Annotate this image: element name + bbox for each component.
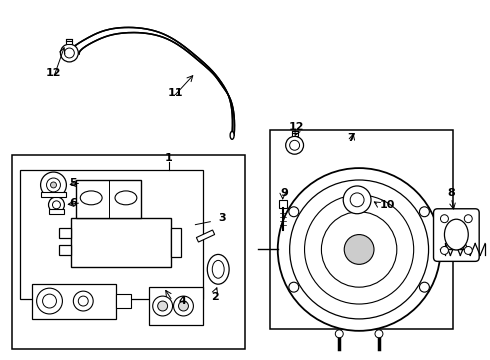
Circle shape <box>52 201 60 209</box>
Bar <box>76 180 141 218</box>
Circle shape <box>64 48 74 58</box>
Ellipse shape <box>444 219 468 250</box>
Circle shape <box>290 180 429 319</box>
Circle shape <box>343 186 371 214</box>
Bar <box>72 218 171 267</box>
Text: 12: 12 <box>289 122 304 132</box>
Circle shape <box>344 235 374 264</box>
Circle shape <box>375 330 383 338</box>
Ellipse shape <box>80 191 102 205</box>
Text: 4: 4 <box>178 296 186 306</box>
Circle shape <box>60 44 78 62</box>
Text: 9: 9 <box>281 188 289 198</box>
Circle shape <box>419 282 429 292</box>
Circle shape <box>37 288 62 314</box>
Circle shape <box>43 294 56 308</box>
Bar <box>66 39 73 44</box>
Polygon shape <box>196 230 215 242</box>
Bar <box>292 131 297 136</box>
Text: 3: 3 <box>219 213 226 223</box>
Ellipse shape <box>207 255 229 284</box>
Circle shape <box>289 282 299 292</box>
Circle shape <box>50 182 56 188</box>
Text: 6: 6 <box>70 198 77 208</box>
Ellipse shape <box>230 131 234 139</box>
Circle shape <box>78 296 88 306</box>
Circle shape <box>278 168 441 331</box>
FancyBboxPatch shape <box>434 209 479 261</box>
Circle shape <box>465 247 472 255</box>
Text: 8: 8 <box>447 188 455 198</box>
Bar <box>171 228 180 257</box>
Circle shape <box>74 291 93 311</box>
Text: 5: 5 <box>70 178 77 188</box>
Bar <box>59 246 72 255</box>
Text: 7: 7 <box>347 133 355 143</box>
Circle shape <box>305 195 414 304</box>
Bar <box>32 284 116 319</box>
Circle shape <box>286 136 303 154</box>
Text: 12: 12 <box>46 68 61 78</box>
Circle shape <box>153 296 172 316</box>
Bar <box>149 287 203 325</box>
Circle shape <box>350 193 364 207</box>
Circle shape <box>290 140 299 150</box>
Circle shape <box>41 172 66 198</box>
Text: 11: 11 <box>168 88 183 98</box>
Circle shape <box>289 207 299 217</box>
Circle shape <box>465 215 472 223</box>
Polygon shape <box>69 27 235 135</box>
Bar <box>49 209 64 214</box>
Bar <box>59 228 72 238</box>
Text: 2: 2 <box>211 292 219 302</box>
Text: 10: 10 <box>379 200 394 210</box>
Bar <box>116 294 131 308</box>
Circle shape <box>47 178 60 192</box>
Circle shape <box>441 247 448 255</box>
Ellipse shape <box>115 191 137 205</box>
Bar <box>270 130 453 329</box>
Bar <box>41 192 66 197</box>
Circle shape <box>441 215 448 223</box>
Circle shape <box>419 207 429 217</box>
Bar <box>20 170 203 299</box>
Circle shape <box>158 301 168 311</box>
Bar <box>12 155 245 349</box>
Ellipse shape <box>212 260 224 278</box>
Circle shape <box>321 212 397 287</box>
Circle shape <box>335 330 343 338</box>
Text: 1: 1 <box>165 153 172 163</box>
Circle shape <box>178 301 189 311</box>
Circle shape <box>49 197 64 213</box>
Circle shape <box>173 296 194 316</box>
Bar <box>279 200 287 208</box>
